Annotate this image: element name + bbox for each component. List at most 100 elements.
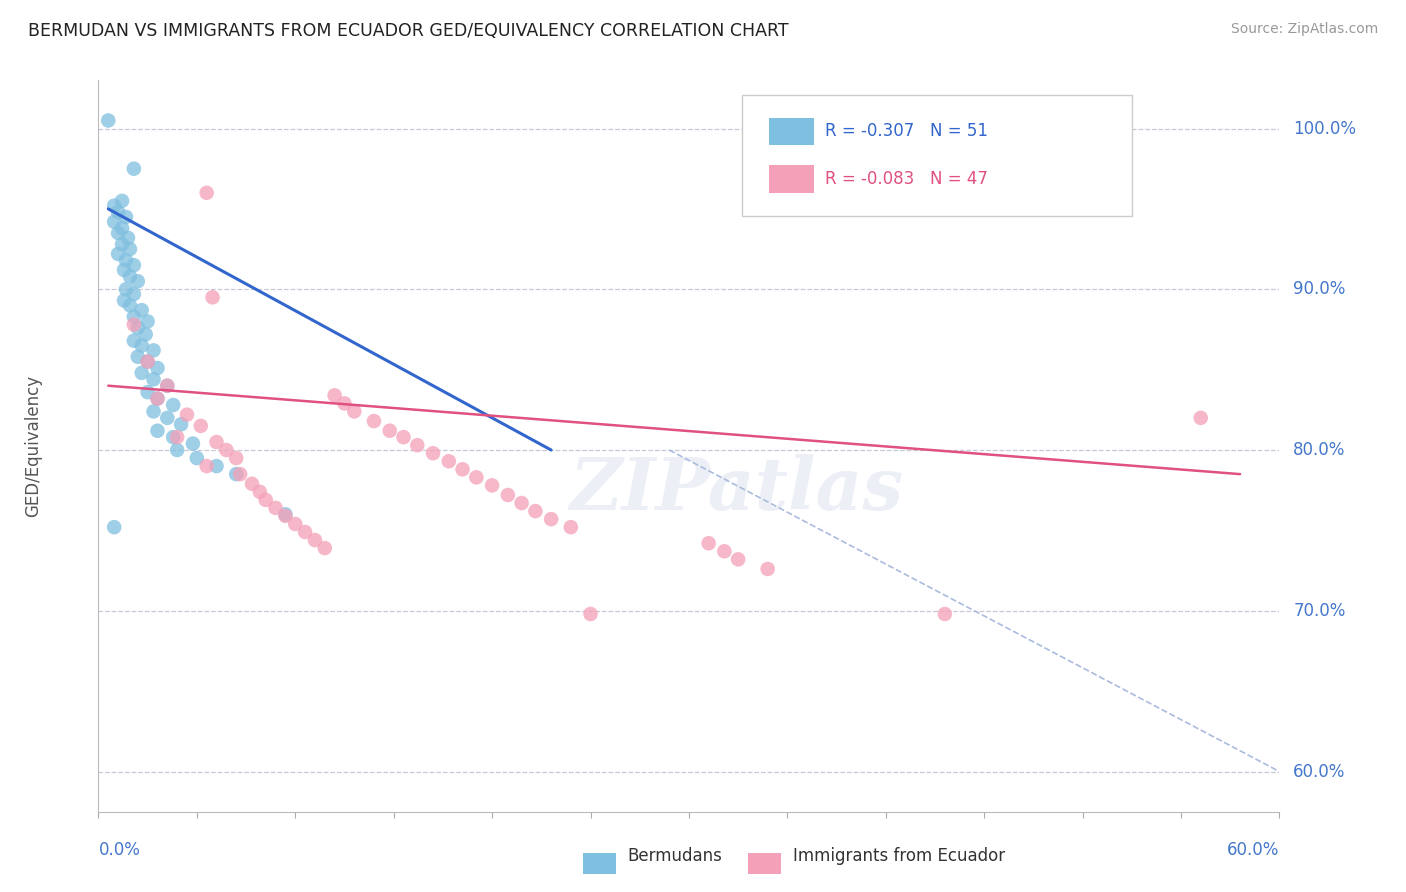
Text: Source: ZipAtlas.com: Source: ZipAtlas.com: [1230, 22, 1378, 37]
FancyBboxPatch shape: [742, 95, 1132, 216]
Point: [343, 404, 366, 418]
Point: [756, 562, 779, 576]
Point: [162, 430, 184, 444]
Point: [135, 327, 157, 342]
Point: [122, 310, 145, 324]
Text: R = -0.307   N = 51: R = -0.307 N = 51: [825, 122, 988, 140]
Point: [274, 508, 297, 522]
Point: [205, 434, 228, 449]
Point: [115, 282, 138, 296]
Point: [225, 467, 247, 482]
Point: [201, 290, 224, 304]
Point: [1189, 410, 1212, 425]
Point: [107, 205, 129, 219]
Point: [314, 541, 336, 555]
Point: [378, 424, 401, 438]
Point: [333, 396, 356, 410]
Point: [131, 366, 153, 380]
Point: [215, 443, 238, 458]
Point: [136, 354, 159, 368]
Point: [323, 388, 346, 402]
Point: [166, 443, 188, 458]
Point: [111, 194, 134, 208]
Point: [142, 372, 165, 386]
Point: [560, 520, 582, 534]
FancyBboxPatch shape: [748, 854, 782, 874]
Point: [117, 231, 139, 245]
Point: [127, 350, 149, 364]
Point: [697, 536, 720, 550]
Text: BERMUDAN VS IMMIGRANTS FROM ECUADOR GED/EQUIVALENCY CORRELATION CHART: BERMUDAN VS IMMIGRANTS FROM ECUADOR GED/…: [28, 22, 789, 40]
Text: ZIPatlas: ZIPatlas: [569, 454, 903, 525]
Point: [225, 451, 247, 466]
Text: 90.0%: 90.0%: [1294, 280, 1346, 298]
Point: [156, 410, 179, 425]
Point: [111, 237, 134, 252]
Point: [118, 298, 141, 312]
Point: [713, 544, 735, 558]
Point: [156, 378, 179, 392]
Point: [451, 462, 474, 476]
Point: [131, 338, 153, 352]
Point: [284, 516, 307, 531]
Point: [111, 221, 134, 235]
Point: [146, 424, 169, 438]
Point: [240, 476, 263, 491]
Point: [103, 215, 125, 229]
Point: [103, 199, 125, 213]
Point: [190, 418, 212, 433]
Text: 70.0%: 70.0%: [1294, 602, 1346, 620]
Point: [122, 318, 145, 332]
Point: [146, 361, 169, 376]
Point: [540, 512, 562, 526]
Point: [156, 378, 179, 392]
Point: [406, 438, 429, 452]
Point: [122, 161, 145, 176]
Point: [97, 113, 120, 128]
Point: [146, 392, 169, 406]
Point: [510, 496, 533, 510]
Point: [107, 247, 129, 261]
Point: [136, 354, 159, 368]
Point: [274, 508, 297, 523]
FancyBboxPatch shape: [769, 118, 814, 145]
Point: [254, 492, 277, 507]
Point: [392, 430, 415, 444]
Point: [127, 274, 149, 288]
FancyBboxPatch shape: [582, 854, 616, 874]
Point: [481, 478, 503, 492]
Text: Immigrants from Ecuador: Immigrants from Ecuador: [793, 847, 1005, 864]
Point: [166, 430, 188, 444]
Point: [249, 484, 271, 499]
Point: [727, 552, 749, 566]
Point: [122, 287, 145, 301]
Point: [579, 607, 602, 621]
Point: [170, 417, 193, 432]
Point: [496, 488, 519, 502]
Point: [142, 343, 165, 358]
Point: [107, 226, 129, 240]
Point: [181, 436, 204, 450]
Point: [112, 293, 135, 308]
Point: [142, 404, 165, 418]
Point: [162, 398, 184, 412]
Point: [524, 504, 547, 518]
Point: [118, 269, 141, 284]
Text: 100.0%: 100.0%: [1294, 120, 1357, 137]
Point: [112, 263, 135, 277]
Point: [176, 408, 198, 422]
Text: GED/Equivalency: GED/Equivalency: [24, 375, 42, 517]
Point: [195, 186, 218, 200]
Point: [122, 334, 145, 348]
Point: [115, 210, 138, 224]
Point: [131, 303, 153, 318]
Point: [229, 467, 252, 482]
Point: [103, 520, 125, 534]
Point: [934, 607, 956, 621]
Point: [122, 258, 145, 272]
Text: R = -0.083   N = 47: R = -0.083 N = 47: [825, 170, 987, 188]
Point: [422, 446, 444, 460]
Point: [127, 321, 149, 335]
Point: [205, 459, 228, 474]
Text: Bermudans: Bermudans: [627, 847, 723, 864]
